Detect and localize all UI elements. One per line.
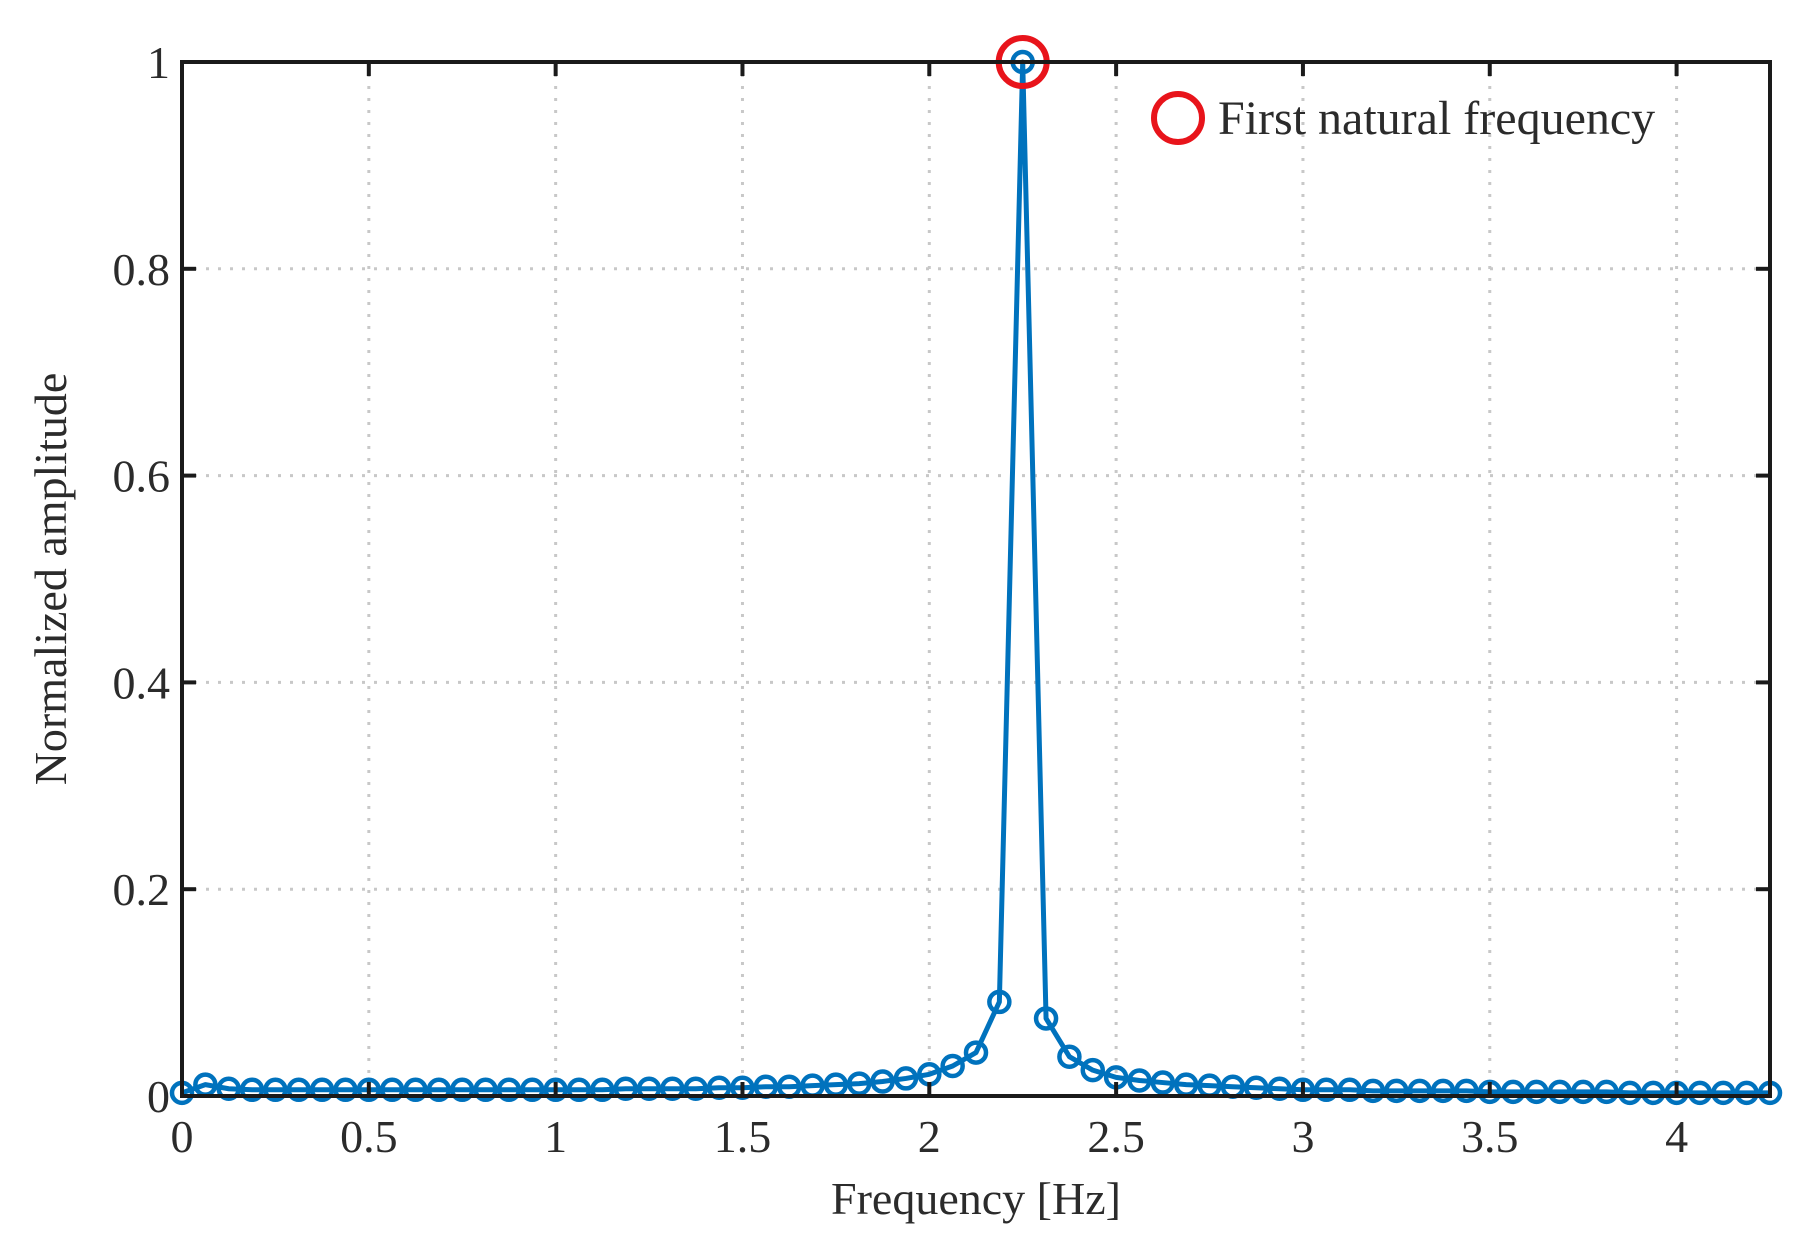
data-point-marker bbox=[1594, 1079, 1619, 1105]
data-point-marker bbox=[1524, 1079, 1549, 1105]
data-point-marker bbox=[893, 1066, 919, 1091]
data-point-marker bbox=[1500, 1079, 1526, 1105]
data-point-marker bbox=[543, 1077, 568, 1103]
data-point-marker bbox=[1734, 1080, 1759, 1106]
legend: First natural frequency bbox=[1151, 91, 1655, 145]
data-point-marker bbox=[1687, 1080, 1713, 1106]
data-point-marker bbox=[1547, 1079, 1573, 1105]
data-point-marker bbox=[963, 1040, 989, 1065]
y-tick-label: 0.4 bbox=[113, 657, 171, 708]
data-point-marker bbox=[263, 1077, 288, 1103]
data-point-marker bbox=[403, 1077, 428, 1103]
data-point-marker bbox=[1150, 1070, 1176, 1095]
data-point-marker bbox=[636, 1076, 662, 1102]
data-point-marker bbox=[683, 1076, 709, 1102]
x-tick-label: 0.5 bbox=[340, 1111, 398, 1162]
axes-frame bbox=[180, 60, 1772, 1098]
data-point-marker bbox=[1454, 1078, 1479, 1104]
y-tick-label: 1 bbox=[147, 37, 170, 88]
data-point-marker bbox=[1711, 1080, 1736, 1106]
data-point-marker bbox=[1127, 1068, 1152, 1093]
legend-label: First natural frequency bbox=[1218, 92, 1655, 145]
data-point-marker bbox=[1314, 1077, 1339, 1103]
data-point-marker bbox=[1407, 1078, 1432, 1104]
data-point-marker bbox=[496, 1077, 522, 1103]
x-tick-label: 3 bbox=[1291, 1111, 1314, 1162]
x-tick-label: 2.5 bbox=[1087, 1111, 1145, 1162]
data-point-marker bbox=[1080, 1057, 1106, 1083]
data-point-marker bbox=[590, 1077, 615, 1103]
data-point-marker bbox=[1290, 1077, 1316, 1103]
data-point-marker bbox=[286, 1077, 312, 1103]
y-tick-label: 0 bbox=[147, 1071, 170, 1122]
y-tick-label: 0.8 bbox=[113, 244, 171, 295]
data-point-marker bbox=[356, 1077, 382, 1103]
x-tick-label: 4 bbox=[1665, 1111, 1688, 1162]
data-point-marker bbox=[1267, 1076, 1292, 1102]
data-point-marker bbox=[1617, 1080, 1643, 1106]
data-point-marker bbox=[216, 1076, 241, 1102]
data-point-marker bbox=[566, 1077, 592, 1103]
data-point-marker bbox=[333, 1077, 358, 1103]
data-point-marker bbox=[1033, 1006, 1059, 1031]
data-point-marker bbox=[1384, 1078, 1409, 1104]
data-point-marker bbox=[239, 1077, 265, 1103]
y-tick-label: 0.2 bbox=[113, 864, 171, 915]
x-tick-label: 1.5 bbox=[714, 1111, 772, 1162]
data-point-marker bbox=[426, 1077, 452, 1103]
data-point-marker bbox=[660, 1076, 685, 1102]
x-tick-label: 1 bbox=[544, 1111, 567, 1162]
data-point-marker bbox=[473, 1077, 498, 1103]
data-point-marker bbox=[309, 1077, 335, 1103]
data-point-marker bbox=[613, 1076, 638, 1102]
data-point-marker bbox=[870, 1069, 895, 1094]
series-layer bbox=[169, 49, 1783, 1106]
data-point-marker bbox=[1337, 1077, 1362, 1103]
data-point-marker bbox=[379, 1077, 405, 1103]
x-tick-label: 2 bbox=[918, 1111, 941, 1162]
data-point-marker bbox=[1360, 1078, 1386, 1104]
data-point-marker bbox=[846, 1071, 872, 1096]
grid-layer bbox=[182, 62, 1770, 1096]
data-point-marker bbox=[520, 1077, 545, 1103]
data-point-marker bbox=[1430, 1078, 1456, 1104]
x-axis-label: Frequency [Hz] bbox=[831, 1173, 1121, 1224]
y-axis-label: Normalized amplitude bbox=[25, 373, 76, 786]
legend-marker-circle bbox=[1151, 91, 1205, 145]
data-point-marker bbox=[1057, 1044, 1082, 1069]
data-point-marker bbox=[1640, 1080, 1666, 1106]
x-tick-label: 0 bbox=[171, 1111, 194, 1162]
data-point-marker bbox=[1570, 1079, 1596, 1105]
axes-layer: 0 0.5 1 1.5 2 2.5 3 3.5 4 0 0.2 0.4 0.6 0.8 1 bbox=[113, 37, 1772, 1162]
data-point-marker bbox=[1477, 1079, 1503, 1105]
data-point-marker bbox=[987, 989, 1012, 1015]
data-point-marker bbox=[940, 1053, 965, 1079]
y-tick-label: 0.6 bbox=[113, 451, 171, 502]
data-point-marker bbox=[449, 1077, 475, 1103]
x-tick-label: 3.5 bbox=[1461, 1111, 1519, 1162]
series-line bbox=[181, 59, 1770, 1096]
